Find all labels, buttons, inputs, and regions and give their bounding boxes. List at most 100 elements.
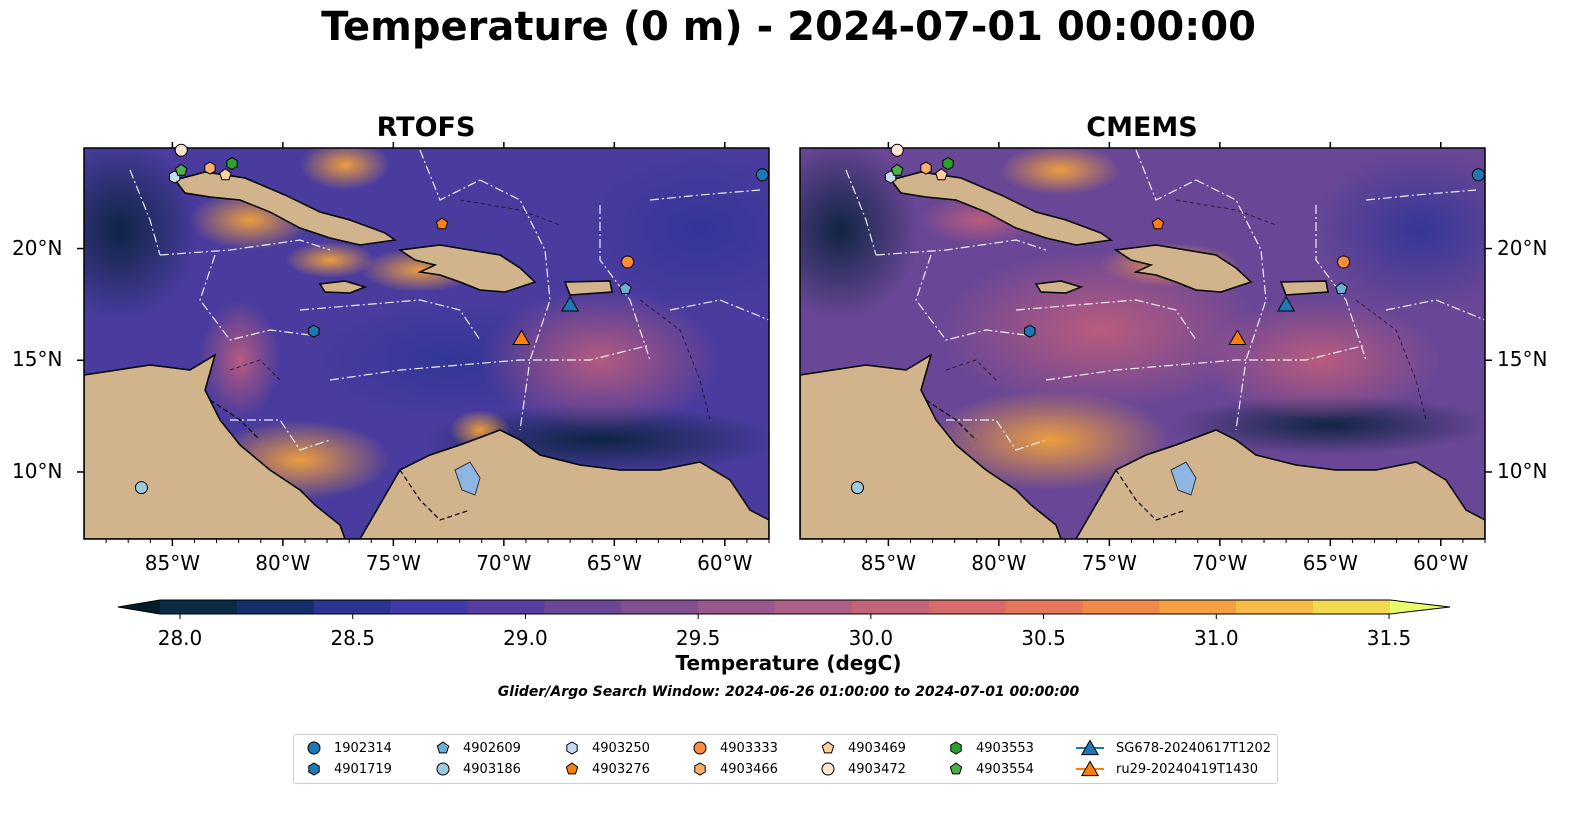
legend-marker-icon [949, 762, 963, 775]
marker-1902314 [1471, 168, 1485, 182]
x-tick-label: 75°W [1081, 551, 1137, 575]
x-tick-label: 65°W [1302, 551, 1358, 575]
colorbar-tick-label: 29.5 [675, 626, 721, 650]
colorbar-tick-label: 31.0 [1194, 626, 1239, 650]
legend-marker-icon [307, 741, 321, 755]
legend-label: 4903472 [848, 761, 906, 777]
cold-water-region [800, 148, 920, 320]
legend-marker-icon [1076, 739, 1104, 756]
colorbar-segment [1082, 600, 1160, 614]
legend-marker-icon [436, 741, 450, 754]
colorbar-under-arrow [118, 600, 160, 614]
colorbar-segment [236, 600, 315, 614]
marker-4903469 [219, 168, 232, 181]
legend-item: 4902609 [435, 739, 521, 757]
legend-marker [566, 741, 578, 755]
legend-marker [950, 741, 962, 755]
marker-4903333 [621, 255, 635, 269]
colorbar-tick-label: 29.0 [503, 626, 548, 650]
lake-maracaibo [454, 461, 481, 496]
map-frame-cmems [799, 147, 1486, 540]
colorbar-outline [117, 599, 1451, 615]
legend-marker-icon [565, 762, 579, 775]
land-masses [84, 171, 769, 539]
marker-4903469 [935, 168, 948, 181]
colorbar-segment [775, 600, 853, 614]
warm-water-region [940, 250, 1260, 410]
map-frame-rtofs [83, 147, 770, 540]
central-america-land [84, 353, 346, 539]
y-tick-label: 10°N [1497, 458, 1548, 483]
marker-4903333 [1337, 255, 1351, 269]
jamaica-island [1034, 280, 1084, 294]
colorbar-segment [390, 600, 468, 614]
jamaica-island [318, 280, 368, 294]
panel-title-cmems: CMEMS [1086, 112, 1198, 143]
legend-marker [693, 741, 707, 755]
cuba-island [173, 171, 397, 246]
x-tick-label: 75°W [365, 551, 421, 575]
legend-item: 4903469 [820, 739, 906, 757]
legend-marker [821, 741, 835, 754]
hispaniola-island [1113, 244, 1253, 293]
colorbar-tick-label: 28.5 [330, 626, 375, 650]
legend-label: 4903333 [720, 740, 778, 756]
marker-4903186 [850, 481, 864, 495]
eez-boundaries [845, 149, 1485, 451]
legend-item: 1902314 [306, 739, 392, 757]
marker-ru29-20240419T1430 [512, 329, 531, 345]
bathymetry-contours [945, 199, 1427, 421]
legend-label: 4903276 [592, 761, 650, 777]
marker-4901719 [308, 324, 320, 338]
colorbar-segment [160, 600, 238, 614]
legend-label: SG678-20240617T1202 [1116, 740, 1272, 756]
marker-4903553 [942, 157, 954, 171]
colorbar-segment [698, 600, 776, 614]
legend-marker [1080, 739, 1100, 756]
legend-marker [436, 741, 450, 754]
legend-marker-icon [821, 762, 835, 776]
legend-marker-icon [436, 762, 450, 776]
legend-marker [949, 762, 963, 775]
marker-4903472 [174, 143, 188, 157]
legend-marker [308, 762, 320, 776]
legend-label: 4901719 [334, 761, 392, 777]
legend-marker [821, 762, 835, 776]
legend-item: ru29-20240419T1430 [1076, 760, 1258, 778]
legend-marker [565, 762, 579, 775]
cuba-island [889, 171, 1113, 246]
search-window-note: Glider/Argo Search Window: 2024-06-26 01… [497, 684, 1080, 700]
marker-ru29-20240419T1430 [1228, 329, 1247, 345]
y-tick-label: 10°N [12, 458, 63, 483]
legend-item: SG678-20240617T1202 [1076, 739, 1271, 757]
marker-4903554 [890, 163, 904, 176]
bathymetry-contours [229, 199, 711, 421]
x-tick-label: 60°W [697, 551, 753, 575]
colorbar-tick-label: 30.5 [1021, 626, 1066, 650]
marker-4903466 [204, 161, 216, 175]
map-panel-rtofs [84, 148, 769, 539]
central-america-land [800, 353, 1062, 539]
legend-item: 4903554 [948, 760, 1034, 778]
x-tick-label: 70°W [476, 551, 532, 575]
country-borders [209, 399, 471, 521]
legend-marker [436, 762, 450, 776]
legend-marker [694, 762, 706, 776]
y-tick-label: 20°N [1497, 235, 1548, 260]
legend-label: 1902314 [334, 740, 392, 756]
x-tick-label: 85°W [860, 551, 916, 575]
legend-marker-icon [821, 741, 835, 754]
warm-water-region [300, 148, 390, 190]
colorbar-segment [1005, 600, 1083, 614]
lake-maracaibo [1170, 461, 1197, 496]
y-tick-label: 20°N [12, 235, 63, 260]
legend-label: ru29-20240419T1430 [1116, 761, 1259, 777]
colorbar-tick-label: 30.0 [848, 626, 894, 650]
colorbar-segment [544, 600, 622, 614]
map-axes [77, 142, 1492, 546]
y-tick-label: 15°N [12, 347, 63, 372]
land-masses [800, 171, 1485, 539]
figure-title: Temperature (0 m) - 2024-07-01 00:00:00 [321, 4, 1256, 50]
legend: 1902314 4901719 4902609 4903186 4903250 49032… [293, 734, 1278, 784]
